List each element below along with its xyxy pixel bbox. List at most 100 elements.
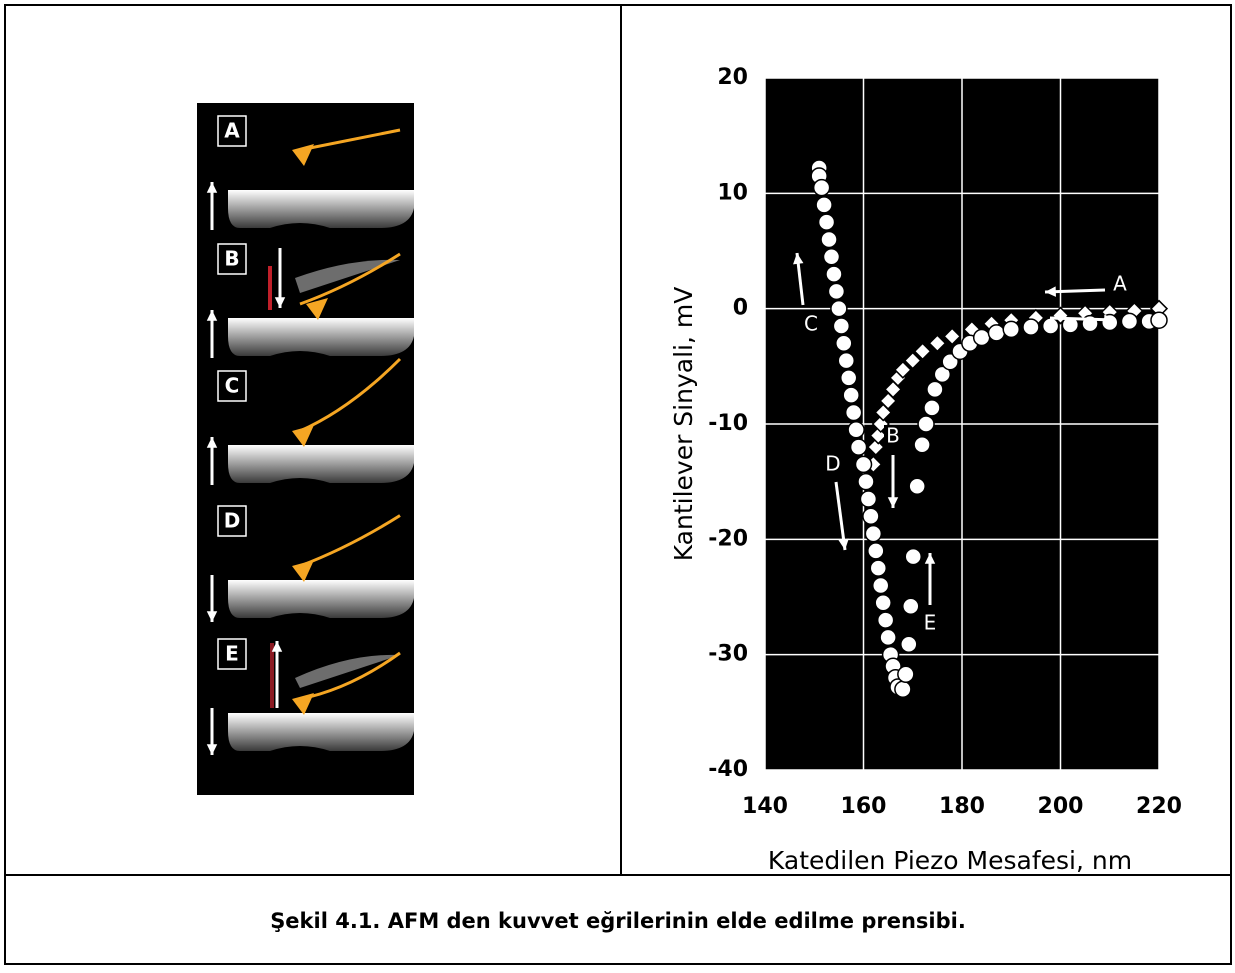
point (847, 421, 865, 439)
point (854, 455, 873, 474)
point (1022, 318, 1040, 336)
point (893, 360, 912, 379)
point (869, 559, 888, 577)
point (1041, 317, 1060, 335)
annotation: A (1113, 272, 1127, 296)
point (820, 230, 838, 249)
frame (4, 4, 1232, 965)
label-box (217, 370, 247, 402)
arrow (834, 481, 847, 551)
point (876, 611, 895, 629)
y-tick-label: -20 (708, 526, 748, 551)
label-box (217, 115, 247, 147)
panel-label: E (225, 642, 239, 666)
point (866, 438, 885, 457)
annotation: D (825, 452, 840, 476)
surface (228, 190, 414, 228)
point (902, 597, 920, 615)
tip (292, 560, 314, 582)
tip (292, 693, 314, 715)
point (869, 426, 888, 445)
point (862, 507, 880, 526)
annotation: B (886, 424, 900, 448)
annotation-bg (884, 425, 902, 449)
point (867, 542, 885, 560)
arrow-head (206, 310, 218, 321)
point (842, 386, 860, 404)
point (827, 282, 846, 301)
point (1150, 311, 1168, 329)
y-tick-label: 10 (717, 180, 748, 205)
annotation-bg (921, 612, 939, 636)
panel-label: D (224, 509, 241, 533)
point (830, 299, 848, 318)
arrow-head (838, 538, 849, 550)
point (857, 472, 875, 491)
point (874, 594, 892, 612)
y-tick-label: -30 (708, 642, 748, 667)
cantilever-ghost (295, 654, 400, 688)
y-tick-label: -40 (708, 757, 748, 782)
y-axis-label: Kantilever Sinyali, mV (669, 287, 698, 562)
tip (292, 144, 314, 166)
point (879, 628, 897, 647)
x-axis-label: Katedilen Piezo Mesafesi, nm (768, 846, 1132, 875)
annotation-bg (802, 313, 820, 337)
point (1061, 316, 1080, 334)
point (900, 635, 918, 654)
point (815, 196, 833, 214)
panel-label: A (224, 119, 240, 143)
point (897, 665, 915, 684)
cantilever (299, 252, 401, 306)
arrow-head (274, 297, 286, 308)
surface (228, 318, 414, 356)
annotation: C (804, 312, 818, 336)
y-tick-label: 0 (733, 296, 748, 321)
point (923, 399, 941, 417)
point (917, 415, 935, 433)
point (933, 365, 952, 384)
point (894, 680, 912, 699)
point (839, 369, 858, 387)
point (903, 351, 922, 370)
caption: Şekil 4.1. AFM den kuvvet eğrilerinin el… (270, 909, 966, 933)
annotation-bg (824, 453, 842, 477)
tip (292, 425, 314, 447)
surface (228, 580, 414, 618)
arrow (1049, 316, 1116, 322)
label-box (217, 638, 247, 670)
point (987, 324, 1006, 342)
point (825, 265, 843, 283)
point (837, 351, 856, 370)
arrow-head (924, 553, 936, 564)
point (844, 403, 863, 422)
arrow-head (206, 182, 218, 193)
surface (228, 445, 414, 483)
point (913, 342, 932, 361)
point (972, 328, 991, 347)
point (817, 213, 836, 231)
cantilever (299, 357, 402, 433)
point (864, 524, 883, 543)
point (1120, 312, 1139, 331)
x-tick-label: 180 (939, 794, 985, 819)
point (926, 380, 944, 399)
x-tick-label: 160 (841, 794, 887, 819)
point (913, 436, 931, 454)
point (928, 334, 947, 353)
arrow-head (206, 437, 218, 448)
point (859, 490, 878, 508)
point (822, 248, 841, 266)
arrow-head (271, 641, 283, 652)
point (943, 327, 962, 346)
arrow-head (1104, 314, 1115, 325)
arrow-head (206, 611, 218, 622)
panel-label: C (225, 374, 240, 398)
point (835, 334, 853, 353)
y-tick-label: 20 (717, 65, 748, 90)
y-tick-label: -10 (708, 411, 748, 436)
arrow-head (206, 744, 218, 755)
x-tick-label: 220 (1136, 794, 1182, 819)
annotation: E (924, 611, 937, 635)
